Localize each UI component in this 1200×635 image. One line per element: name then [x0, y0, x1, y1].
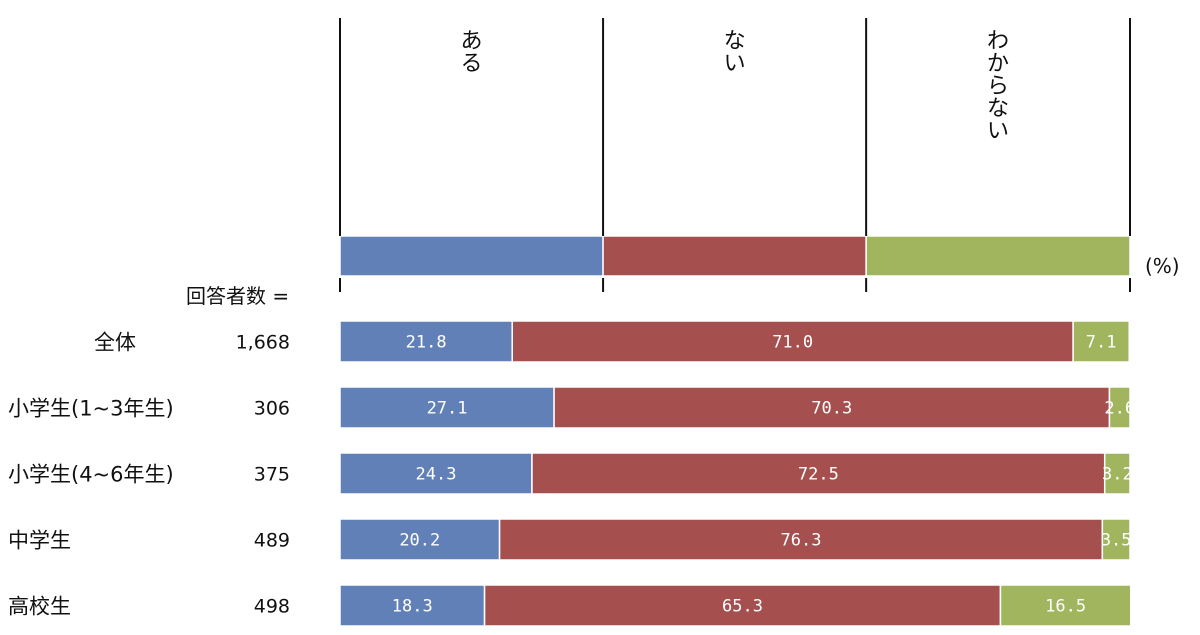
respondent-count: 498 — [254, 596, 290, 618]
respondents-label: 回答者数 = — [186, 284, 289, 308]
bar-segment — [339, 452, 533, 495]
legend-label-3: わからない — [987, 29, 1009, 144]
bar-row: 中学生 489 20.2 76.3 3.5 — [8, 518, 1132, 561]
respondent-count: 489 — [254, 530, 290, 552]
bar-segment — [1072, 320, 1130, 363]
bar-segment — [999, 584, 1132, 627]
data-label: 24.3 — [416, 465, 457, 485]
data-label: 72.5 — [798, 465, 839, 485]
respondent-count: 306 — [254, 398, 290, 420]
data-label: 18.3 — [392, 597, 433, 617]
data-label: 3.2 — [1102, 465, 1133, 485]
data-label: 65.3 — [722, 597, 763, 617]
data-label: 16.5 — [1045, 597, 1086, 617]
legend-label-1: ある — [461, 29, 483, 77]
bar-row: 全体 1,668 21.8 71.0 7.1 — [94, 320, 1130, 363]
respondent-count: 375 — [254, 464, 290, 486]
bar-segment — [1103, 452, 1131, 495]
bar-segment — [1108, 386, 1131, 429]
unit-label: (%) — [1145, 254, 1180, 278]
data-label: 20.2 — [399, 531, 440, 551]
bar-segment — [1101, 518, 1131, 561]
data-label: 21.8 — [406, 333, 447, 353]
data-label: 7.1 — [1086, 333, 1117, 353]
legend-label-2: ない — [724, 29, 746, 77]
category-label: 中学生 — [8, 529, 71, 553]
category-label: 全体 — [94, 331, 136, 355]
category-label: 小学生(1~3年生) — [8, 397, 174, 421]
category-label: 小学生(4~6年生) — [8, 463, 174, 487]
data-label: 71.0 — [772, 333, 813, 353]
axis-labels: (%) 回答者数 = — [186, 254, 1180, 308]
bar-segment — [531, 452, 1106, 495]
bar-segment — [339, 518, 501, 561]
data-label: 70.3 — [811, 399, 852, 419]
data-label: 2.6 — [1104, 399, 1135, 419]
bar-segment — [498, 518, 1104, 561]
bar-row: 高校生 498 18.3 65.3 16.5 — [8, 584, 1132, 627]
legend: ある ない わからない — [339, 18, 1131, 292]
legend-swatch-2 — [602, 235, 867, 277]
data-label: 3.5 — [1101, 531, 1132, 551]
legend-swatch-3 — [865, 235, 1131, 277]
data-label: 76.3 — [780, 531, 821, 551]
bar-rows: 全体 1,668 21.8 71.0 7.1 小学生(1~3年生) 306 27.1 70.3 2… — [8, 320, 1135, 627]
legend-swatch-1 — [339, 235, 604, 277]
category-label: 高校生 — [8, 595, 71, 619]
data-label: 27.1 — [427, 399, 468, 419]
bar-row: 小学生(4~6年生) 375 24.3 72.5 3.2 — [8, 452, 1133, 495]
respondent-count: 1,668 — [236, 332, 290, 354]
bar-row: 小学生(1~3年生) 306 27.1 70.3 2.6 — [8, 386, 1135, 429]
